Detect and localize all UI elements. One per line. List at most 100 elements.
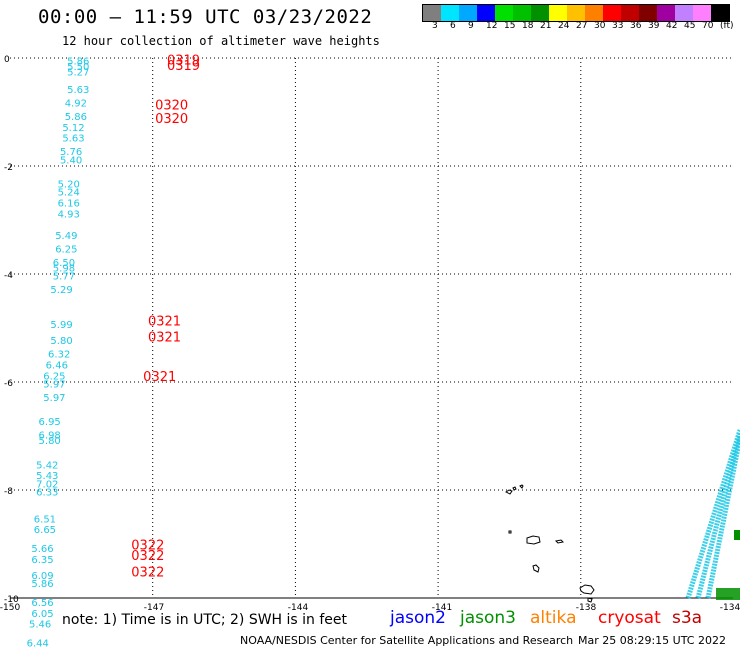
swh-value: 6.46 [46, 361, 68, 372]
colorbar-label: 15 [504, 21, 516, 31]
colorbar-label: 30 [594, 21, 606, 31]
swh-value: 5.63 [62, 134, 84, 145]
swh-value: 5.50 [67, 62, 89, 73]
swh-value: 6.56 [31, 598, 53, 609]
swh-value: 6.16 [58, 199, 80, 210]
cyan-track: 5.865.505.275.634.925.865.125.635.765.40… [27, 56, 90, 649]
colorbar-swatch [441, 5, 459, 21]
dense-track-stroke [685, 429, 740, 599]
colorbar-swatch [603, 5, 621, 21]
lon-tick-label: -134 [720, 603, 740, 613]
swh-value: 5.46 [29, 620, 51, 631]
satellite-jason2: jason2 [390, 608, 446, 628]
swh-value: 5.27 [67, 67, 89, 78]
axis-labels: 0 -2 -4 -6 -8 -10-150 -147 -144 -141 -138 -134 [0, 55, 740, 613]
swh-value: 5.97 [43, 393, 65, 404]
colorbar-label: 45 [684, 21, 696, 31]
swh-value: 6.35 [31, 555, 53, 566]
lon-tick-label: -147 [144, 603, 164, 613]
pass-date-label: 0321 [148, 314, 181, 329]
colorbar-label: 27 [576, 21, 588, 31]
colorbar-swatch [549, 5, 567, 21]
colorbar-label: 33 [612, 21, 624, 31]
colorbar-swatch [693, 5, 711, 21]
jason3-mark [734, 530, 740, 540]
swh-value: 6.33 [36, 487, 58, 498]
graticule [10, 57, 733, 599]
colorbar-label: 6 [450, 21, 456, 31]
swh-value: 5.63 [67, 85, 89, 96]
pass-date-label: 0321 [143, 370, 176, 385]
map-title: 00:00 – 11:59 UTC 03/23/2022 [38, 6, 373, 28]
lat-tick-label: -10 [4, 595, 19, 605]
swh-value: 5.20 [58, 180, 80, 191]
colorbar-swatch [585, 5, 603, 21]
colorbar-label: 21 [540, 21, 552, 31]
colorbar-label: 70 [702, 21, 714, 31]
swh-value: 5.86 [65, 112, 87, 123]
swh-value: 6.32 [48, 350, 70, 361]
colorbar-label: 3 [432, 21, 438, 31]
swh-value: 5.98 [53, 263, 75, 274]
colorbar-label: 36 [630, 21, 642, 31]
colorbar-swatch [477, 5, 495, 21]
swh-value: 5.80 [39, 436, 61, 447]
right-edge-track [685, 429, 740, 600]
credit-text: NOAA/NESDIS Center for Satellite Applica… [240, 634, 574, 647]
pass-date-label: 0320 [155, 98, 188, 113]
satellite-s3a: s3a [672, 608, 703, 628]
colorbar-swatch [459, 5, 477, 21]
dense-track-stroke [705, 437, 740, 599]
colorbar-label: 18 [522, 21, 534, 31]
swh-value: 7.02 [36, 479, 58, 490]
island-outline [519, 484, 524, 489]
colorbar-swatch [495, 5, 513, 21]
swh-value: 5.66 [31, 544, 53, 555]
swh-value: 6.50 [53, 258, 75, 269]
swh-value: 5.77 [53, 271, 75, 282]
colorbar-swatch [423, 5, 441, 21]
swh-value: 6.44 [27, 639, 49, 650]
swh-value: 6.09 [31, 571, 53, 582]
colorbar-label: 24 [558, 21, 570, 31]
colorbar-label: 9 [468, 21, 474, 31]
colorbar-swatch [639, 5, 657, 21]
swh-value: 6.95 [39, 417, 61, 428]
swh-value: 5.99 [50, 320, 72, 331]
colorbar-swatch [675, 5, 693, 21]
colorbar-swatch [711, 5, 729, 21]
lat-tick-label: -6 [4, 379, 13, 389]
island-outline [532, 564, 540, 573]
island-outline [579, 584, 595, 595]
satellite-jason3: jason3 [460, 608, 516, 628]
lon-tick-label: -138 [576, 603, 597, 613]
swh-value: 6.98 [39, 431, 61, 442]
colorbar-swatch [657, 5, 675, 21]
island-outline [554, 539, 565, 544]
satellite-altika: altika [530, 608, 577, 628]
swh-value: 6.51 [34, 514, 56, 525]
colorbar-swatch [567, 5, 585, 21]
pass-date-label: 0322 [131, 549, 164, 564]
colorbar-swatch [621, 5, 639, 21]
lon-tick-label: -150 [0, 603, 20, 613]
swh-value: 5.12 [62, 123, 84, 134]
swh-value: 5.40 [60, 155, 82, 166]
island-outline [512, 486, 517, 491]
island-outline [526, 535, 541, 545]
swh-value: 5.24 [58, 188, 80, 199]
swh-value: 6.25 [55, 244, 77, 255]
swh-value: 5.80 [50, 336, 72, 347]
colorbar-label: (ft) [720, 21, 734, 31]
colorbar-swatch [531, 5, 549, 21]
pass-date-label: 0320 [155, 112, 188, 127]
lat-tick-label: 0 [4, 55, 10, 65]
colorbar-label: 42 [666, 21, 678, 31]
swh-value: 5.42 [36, 460, 58, 471]
swh-value: 4.93 [58, 209, 80, 220]
swh-value: 5.86 [67, 56, 89, 67]
note-text: note: 1) Time is in UTC; 2) SWH is in fe… [62, 612, 348, 628]
colorbar-swatch [513, 5, 531, 21]
swh-value: 6.05 [31, 609, 53, 620]
